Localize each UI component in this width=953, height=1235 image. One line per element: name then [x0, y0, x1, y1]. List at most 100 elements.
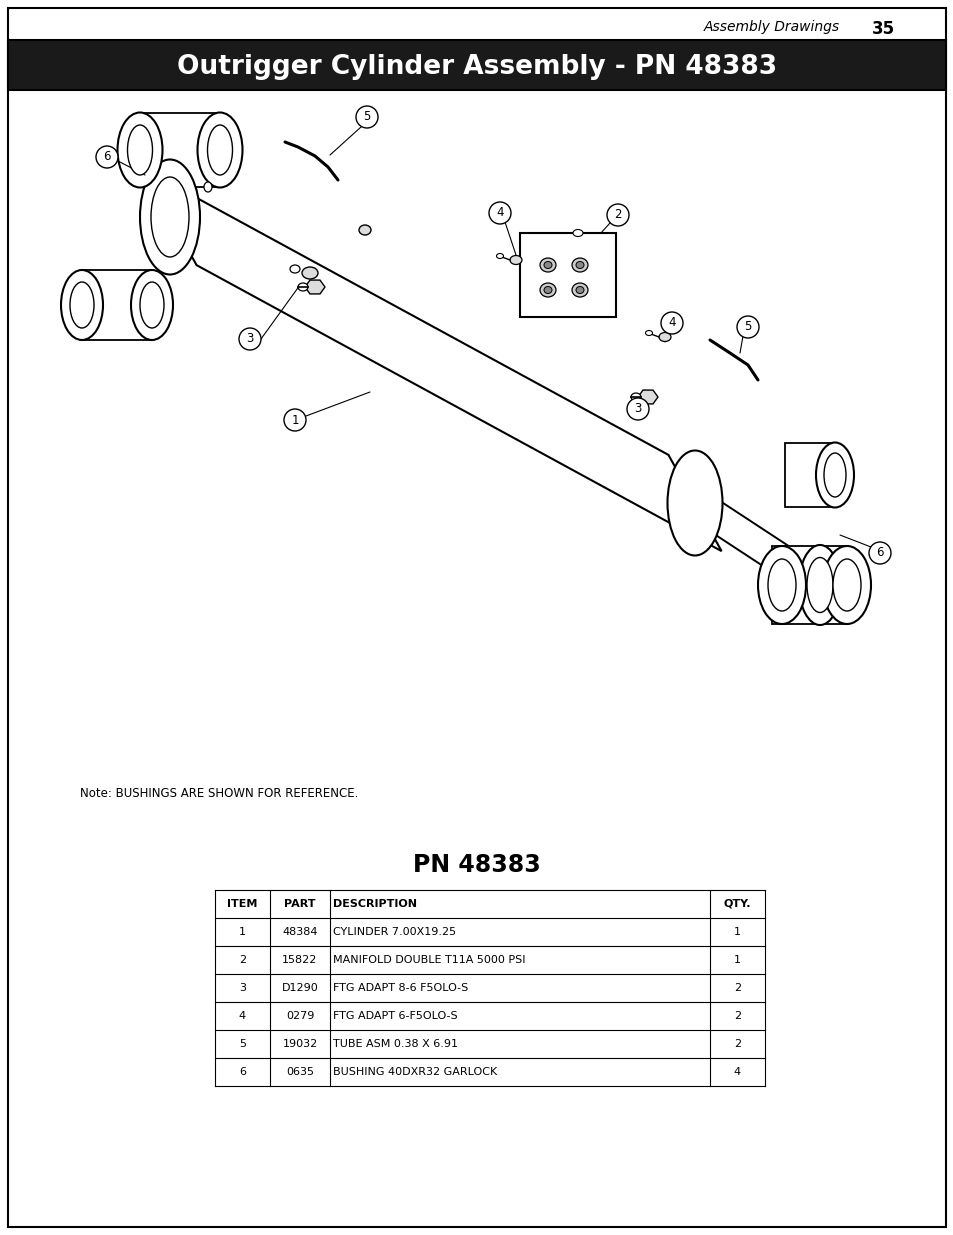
Text: 48384: 48384 [282, 927, 317, 937]
Text: 3: 3 [634, 403, 641, 415]
Ellipse shape [539, 283, 556, 296]
Ellipse shape [659, 332, 670, 342]
Text: Assembly Drawings: Assembly Drawings [703, 20, 840, 35]
Text: 1: 1 [733, 955, 740, 965]
Ellipse shape [822, 546, 870, 624]
Ellipse shape [358, 225, 371, 235]
Text: TUBE ASM 0.38 X 6.91: TUBE ASM 0.38 X 6.91 [333, 1039, 457, 1049]
Polygon shape [82, 270, 152, 340]
Text: 1: 1 [291, 414, 298, 426]
Ellipse shape [645, 331, 652, 336]
Polygon shape [143, 169, 720, 551]
Circle shape [96, 146, 118, 168]
Text: FTG ADAPT 6-F5OLO-S: FTG ADAPT 6-F5OLO-S [333, 1011, 457, 1021]
Polygon shape [784, 443, 834, 508]
Ellipse shape [302, 267, 317, 279]
Circle shape [239, 329, 261, 350]
Text: QTY.: QTY. [723, 899, 750, 909]
Ellipse shape [117, 112, 162, 188]
Text: PART: PART [284, 899, 315, 909]
Text: FTG ADAPT 8-6 F5OLO-S: FTG ADAPT 8-6 F5OLO-S [333, 983, 468, 993]
Ellipse shape [70, 282, 94, 329]
Ellipse shape [131, 270, 172, 340]
Ellipse shape [151, 177, 189, 257]
Text: Note: BUSHINGS ARE SHOWN FOR REFERENCE.: Note: BUSHINGS ARE SHOWN FOR REFERENCE. [80, 787, 358, 800]
Polygon shape [140, 112, 220, 186]
Text: 1: 1 [239, 927, 246, 937]
Circle shape [284, 409, 306, 431]
Text: 2: 2 [733, 1039, 740, 1049]
Text: 0279: 0279 [286, 1011, 314, 1021]
Ellipse shape [61, 270, 103, 340]
Ellipse shape [297, 283, 308, 291]
Ellipse shape [576, 287, 583, 294]
Ellipse shape [576, 262, 583, 268]
Ellipse shape [496, 253, 503, 258]
Text: ITEM: ITEM [227, 899, 257, 909]
Ellipse shape [543, 287, 552, 294]
Circle shape [489, 203, 511, 224]
Text: 6: 6 [239, 1067, 246, 1077]
Text: 35: 35 [871, 20, 894, 38]
Text: 4: 4 [733, 1067, 740, 1077]
Text: 3: 3 [246, 332, 253, 346]
Polygon shape [679, 474, 835, 614]
Text: 5: 5 [363, 110, 371, 124]
Ellipse shape [572, 283, 587, 296]
Circle shape [606, 204, 628, 226]
Ellipse shape [767, 559, 795, 611]
Ellipse shape [140, 159, 200, 274]
Text: 4: 4 [496, 206, 503, 220]
Circle shape [868, 542, 890, 564]
Ellipse shape [197, 112, 242, 188]
Ellipse shape [128, 125, 152, 175]
Ellipse shape [572, 258, 587, 272]
Bar [8, 40, 945, 90]
Ellipse shape [208, 125, 233, 175]
Text: CYLINDER 7.00X19.25: CYLINDER 7.00X19.25 [333, 927, 456, 937]
Ellipse shape [758, 546, 805, 624]
Circle shape [355, 106, 377, 128]
Text: MANIFOLD DOUBLE T11A 5000 PSI: MANIFOLD DOUBLE T11A 5000 PSI [333, 955, 525, 965]
Ellipse shape [204, 182, 212, 191]
Text: 4: 4 [667, 316, 675, 330]
Circle shape [737, 316, 759, 338]
Polygon shape [771, 546, 846, 624]
Text: D1290: D1290 [281, 983, 318, 993]
Text: 6: 6 [876, 547, 882, 559]
Text: BUSHING 40DXR32 GARLOCK: BUSHING 40DXR32 GARLOCK [333, 1067, 497, 1077]
Ellipse shape [823, 453, 845, 496]
Text: 0635: 0635 [286, 1067, 314, 1077]
Text: 6: 6 [103, 151, 111, 163]
Circle shape [660, 312, 682, 333]
Text: 2: 2 [614, 209, 621, 221]
Ellipse shape [539, 258, 556, 272]
Text: 5: 5 [239, 1039, 246, 1049]
Text: 2: 2 [733, 983, 740, 993]
Text: 19032: 19032 [282, 1039, 317, 1049]
Text: 2: 2 [238, 955, 246, 965]
Text: 3: 3 [239, 983, 246, 993]
Ellipse shape [573, 230, 582, 236]
Text: 2: 2 [733, 1011, 740, 1021]
Polygon shape [638, 390, 658, 404]
Circle shape [626, 398, 648, 420]
Ellipse shape [815, 442, 853, 508]
Ellipse shape [140, 282, 164, 329]
Bar [519, 233, 616, 317]
Ellipse shape [630, 393, 640, 401]
Ellipse shape [667, 451, 721, 556]
Polygon shape [305, 280, 325, 294]
Ellipse shape [832, 559, 861, 611]
Text: Outrigger Cylinder Assembly - PN 48383: Outrigger Cylinder Assembly - PN 48383 [176, 54, 777, 80]
Text: 1: 1 [733, 927, 740, 937]
Ellipse shape [290, 266, 299, 273]
Text: 5: 5 [743, 321, 751, 333]
Ellipse shape [799, 545, 841, 625]
Text: PN 48383: PN 48383 [413, 853, 540, 877]
Text: 15822: 15822 [282, 955, 317, 965]
Text: 4: 4 [238, 1011, 246, 1021]
Text: DESCRIPTION: DESCRIPTION [333, 899, 416, 909]
Ellipse shape [543, 262, 552, 268]
Ellipse shape [806, 557, 832, 613]
